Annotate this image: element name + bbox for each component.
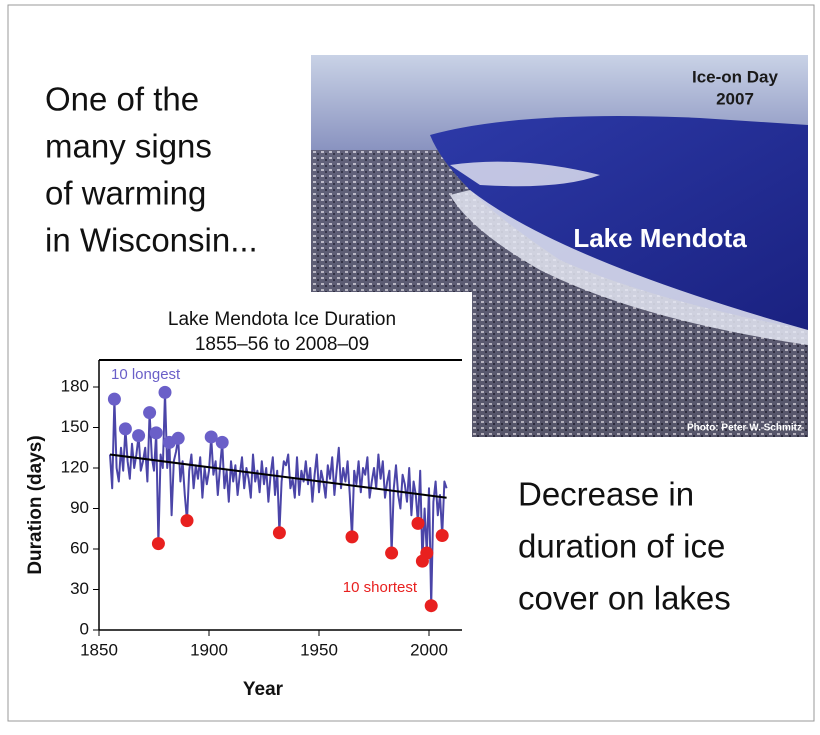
highlight-point [143,406,156,419]
highlight-point [108,393,121,406]
highlight-point [425,599,438,612]
highlight-point [273,526,286,539]
left-text-line: of warming [45,175,206,212]
y-tick-label: 30 [70,579,89,598]
y-tick-label: 150 [61,417,89,436]
x-tick-label: 1900 [190,640,228,659]
highlight-point [436,529,449,542]
y-axis-label: Duration (days) [25,435,46,574]
y-tick-label: 180 [61,376,89,395]
chart-title: Lake Mendota Ice Duration [168,309,396,330]
x-tick-label: 1850 [80,640,118,659]
x-tick-label: 2000 [410,640,448,659]
highlight-point [181,514,194,527]
left-text-line: many signs [45,128,212,165]
y-tick-label: 60 [70,538,89,557]
photo-label: Lake Mendota [573,223,747,253]
highlight-point [152,537,165,550]
y-tick-label: 0 [80,619,89,638]
right-text-line: duration of ice [518,528,725,565]
right-text-line: cover on lakes [518,580,731,617]
highlight-point [172,432,185,445]
highlight-point [385,547,398,560]
photo-caption: 2007 [716,89,754,108]
highlight-label: 10 shortest [343,579,418,596]
highlight-point [346,530,359,543]
highlight-point [205,430,218,443]
photo-caption: Ice-on Day [692,67,779,86]
highlight-point [412,517,425,530]
x-axis-label: Year [243,679,284,700]
highlight-point [216,436,229,449]
left-text-line: One of the [45,81,199,118]
right-text-line: Decrease in [518,476,694,513]
highlight-point [159,386,172,399]
left-text-line: in Wisconsin... [45,222,258,259]
slide: Ice-on Day 2007 Lake Mendota Photo: Pete… [0,0,820,730]
x-tick-label: 1950 [300,640,338,659]
photo-credit: Photo: Peter W. Schmitz [687,423,802,434]
chart-subtitle: 1855–56 to 2008–09 [195,334,369,355]
highlight-point [150,426,163,439]
highlight-point [420,547,433,560]
highlight-label: 10 longest [111,366,181,383]
y-tick-label: 120 [61,457,89,476]
y-tick-label: 90 [70,498,89,517]
highlight-point [132,429,145,442]
highlight-point [119,422,132,435]
